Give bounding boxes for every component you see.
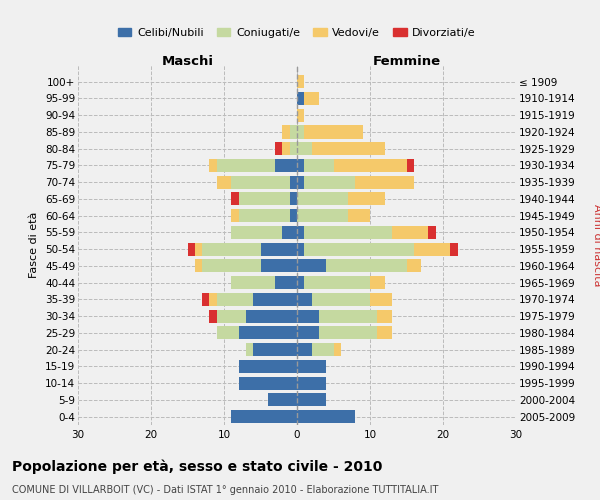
Legend: Celibi/Nubili, Coniugati/e, Vedovi/e, Divorziati/e: Celibi/Nubili, Coniugati/e, Vedovi/e, Di… — [114, 24, 480, 42]
Bar — [334, 159, 407, 172]
Bar — [232, 176, 290, 188]
Bar — [275, 142, 283, 156]
Bar — [304, 226, 392, 239]
Bar — [311, 343, 334, 356]
Bar — [348, 192, 385, 205]
Bar — [370, 276, 385, 289]
Bar — [232, 276, 275, 289]
Bar — [377, 326, 392, 340]
Bar — [246, 310, 297, 322]
Bar — [232, 209, 239, 222]
Bar — [297, 376, 326, 390]
Bar — [297, 108, 304, 122]
Bar — [209, 159, 217, 172]
Bar — [319, 326, 377, 340]
Bar — [187, 242, 195, 256]
Bar — [290, 142, 297, 156]
Text: COMUNE DI VILLARBOIT (VC) - Dati ISTAT 1° gennaio 2010 - Elaborazione TUTTITALIA: COMUNE DI VILLARBOIT (VC) - Dati ISTAT 1… — [12, 485, 439, 495]
Bar — [232, 410, 297, 423]
Bar — [428, 226, 436, 239]
Bar — [319, 310, 377, 322]
Bar — [217, 293, 253, 306]
Bar — [297, 293, 311, 306]
Bar — [348, 209, 370, 222]
Bar — [370, 293, 392, 306]
Bar — [297, 209, 348, 222]
Bar — [275, 276, 297, 289]
Bar — [217, 310, 246, 322]
Bar — [217, 176, 232, 188]
Bar — [232, 226, 283, 239]
Bar — [297, 410, 355, 423]
Bar — [217, 159, 275, 172]
Bar — [297, 226, 304, 239]
Y-axis label: Fasce di età: Fasce di età — [29, 212, 40, 278]
Bar — [253, 343, 297, 356]
Bar — [297, 92, 304, 105]
Bar — [297, 176, 304, 188]
Bar — [209, 310, 217, 322]
Bar — [202, 293, 209, 306]
Bar — [311, 142, 385, 156]
Bar — [202, 242, 260, 256]
Bar — [297, 310, 319, 322]
Bar — [355, 176, 414, 188]
Bar — [304, 176, 355, 188]
Text: Popolazione per età, sesso e stato civile - 2010: Popolazione per età, sesso e stato civil… — [12, 460, 382, 474]
Bar — [260, 260, 297, 272]
Bar — [297, 142, 311, 156]
Bar — [246, 343, 253, 356]
Bar — [414, 242, 450, 256]
Bar — [297, 343, 311, 356]
Bar — [239, 326, 297, 340]
Bar — [297, 326, 319, 340]
Bar — [407, 159, 414, 172]
Bar — [297, 276, 304, 289]
Bar — [297, 192, 348, 205]
Bar — [377, 310, 392, 322]
Bar — [217, 326, 239, 340]
Bar — [283, 126, 290, 138]
Bar — [326, 260, 407, 272]
Bar — [283, 226, 297, 239]
Bar — [290, 126, 297, 138]
Bar — [297, 75, 304, 88]
Bar — [304, 126, 362, 138]
Bar — [297, 126, 304, 138]
Bar — [304, 159, 334, 172]
Bar — [297, 260, 326, 272]
Bar — [209, 293, 217, 306]
Bar — [260, 242, 297, 256]
Text: Maschi: Maschi — [161, 56, 214, 68]
Bar — [195, 260, 202, 272]
Bar — [304, 276, 370, 289]
Bar — [334, 343, 341, 356]
Bar — [283, 142, 290, 156]
Bar — [232, 192, 239, 205]
Bar — [290, 176, 297, 188]
Bar — [392, 226, 428, 239]
Bar — [275, 159, 297, 172]
Text: Femmine: Femmine — [373, 56, 440, 68]
Bar — [311, 293, 370, 306]
Bar — [253, 293, 297, 306]
Bar — [239, 376, 297, 390]
Bar — [195, 242, 202, 256]
Bar — [202, 260, 260, 272]
Bar — [297, 360, 326, 373]
Bar — [268, 394, 297, 406]
Bar — [450, 242, 458, 256]
Bar — [290, 209, 297, 222]
Bar — [297, 394, 326, 406]
Bar — [304, 242, 414, 256]
Bar — [297, 242, 304, 256]
Bar — [304, 92, 319, 105]
Y-axis label: Anni di nascita: Anni di nascita — [592, 204, 600, 286]
Bar — [239, 360, 297, 373]
Bar — [407, 260, 421, 272]
Bar — [297, 159, 304, 172]
Bar — [239, 209, 290, 222]
Bar — [290, 192, 297, 205]
Bar — [239, 192, 290, 205]
